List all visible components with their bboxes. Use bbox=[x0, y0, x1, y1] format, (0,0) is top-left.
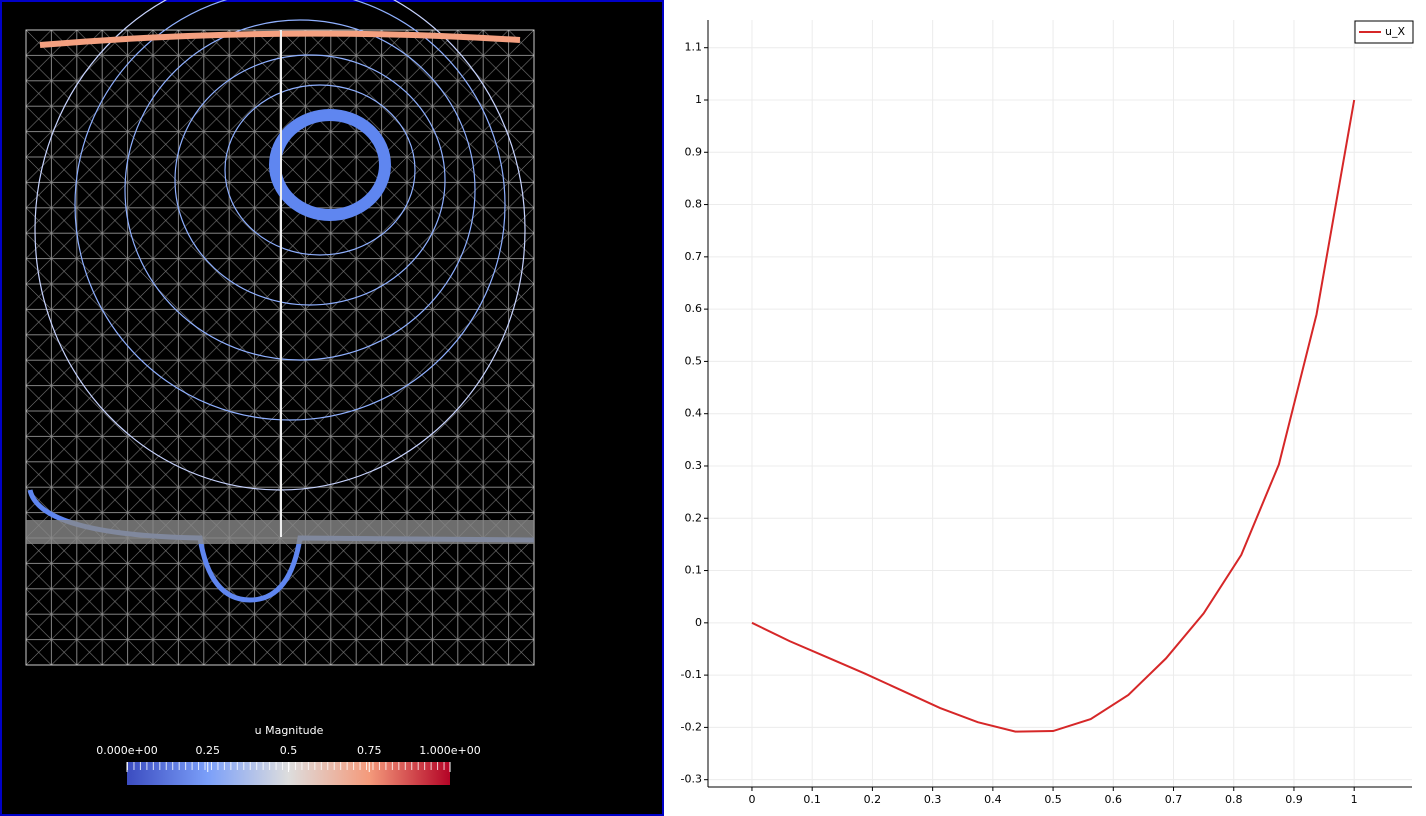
x-tick-label: 0.9 bbox=[1285, 793, 1303, 806]
legend-box bbox=[1354, 20, 1414, 44]
x-tick-label: 1 bbox=[1351, 793, 1358, 806]
y-tick-label: -0.2 bbox=[681, 720, 702, 733]
colorbar-tick-label: 1.000e+00 bbox=[419, 744, 480, 757]
colorbar-ticks: 0.000e+00 0.25 0.5 0.75 1.000e+00 bbox=[96, 744, 481, 772]
x-tick-label: 0 bbox=[748, 793, 755, 806]
y-tick-label: 0.6 bbox=[685, 302, 703, 315]
x-tick-label: 0.6 bbox=[1105, 793, 1123, 806]
y-tick-label: -0.3 bbox=[681, 773, 702, 786]
colorbar-tick-label: 0.5 bbox=[280, 744, 298, 757]
y-tick-label: 1.1 bbox=[685, 41, 703, 54]
y-tick-label: 0 bbox=[695, 616, 702, 629]
y-tick-label: -0.1 bbox=[681, 668, 702, 681]
y-tick-label: 1 bbox=[695, 93, 702, 106]
x-tick-label: 0.8 bbox=[1225, 793, 1243, 806]
x-tick-label: 0.5 bbox=[1044, 793, 1062, 806]
active-view-border bbox=[0, 0, 664, 816]
colorbar-title: u Magnitude bbox=[255, 724, 324, 737]
x-tick-label: 0.1 bbox=[803, 793, 821, 806]
x-tick-label: 0.2 bbox=[864, 793, 882, 806]
line-chart: -0.3 -0.2 -0.1 0 0.1 0.2 0.3 0.4 0.5 0.6 0.7 0.8 0.9… bbox=[681, 20, 1414, 806]
colorbar-tick-label: 0.000e+00 bbox=[96, 744, 157, 757]
y-tick-label: 0.2 bbox=[685, 511, 703, 524]
x-tick-label: 0.4 bbox=[984, 793, 1002, 806]
x-tick-label: 0.3 bbox=[924, 793, 942, 806]
y-tick-label: 0.9 bbox=[685, 145, 703, 158]
legend-label: u_X bbox=[1385, 25, 1405, 38]
series-line bbox=[751, 99, 1356, 733]
y-tick-label: 0.8 bbox=[685, 198, 703, 211]
y-tick-label: 0.1 bbox=[685, 564, 703, 577]
y-tick-label: 0.4 bbox=[685, 407, 703, 420]
y-tick-label: 0.5 bbox=[685, 354, 703, 367]
colorbar-tick-label: 0.75 bbox=[357, 744, 382, 757]
y-tick-label: 0.7 bbox=[685, 250, 703, 263]
colorbar-tick-label: 0.25 bbox=[196, 744, 221, 757]
chart-view[interactable] bbox=[666, 0, 1426, 816]
x-tick-label: 0.7 bbox=[1165, 793, 1183, 806]
y-tick-label: 0.3 bbox=[685, 459, 703, 472]
